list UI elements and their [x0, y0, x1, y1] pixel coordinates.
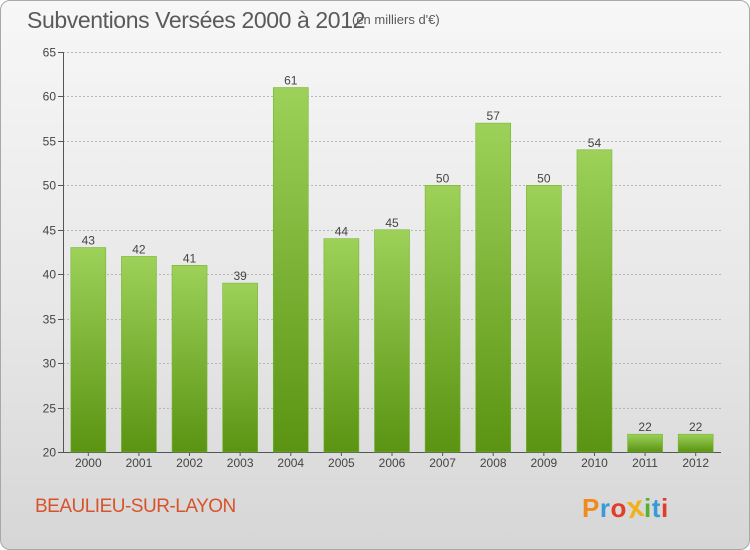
bar-value-label: 45: [385, 216, 399, 230]
logo-letter: P: [582, 493, 600, 523]
bar-value-label: 41: [183, 251, 197, 265]
bar-value-label: 22: [689, 420, 703, 434]
bar: [424, 185, 461, 453]
x-tick-label: 2011: [632, 456, 658, 470]
y-tick-label: 25: [43, 402, 57, 416]
bar: [121, 256, 157, 453]
bar: [627, 433, 663, 453]
y-tick-label: 30: [43, 357, 57, 371]
bar-value-label: 42: [132, 242, 146, 256]
x-tick-label: 2003: [227, 456, 254, 470]
x-tick-label: 2008: [480, 456, 507, 470]
x-tick-label: 2010: [581, 456, 608, 470]
bar: [323, 238, 360, 453]
logo-letter: t: [651, 493, 661, 523]
bars: [70, 87, 714, 453]
x-tick-label: 2009: [530, 456, 557, 470]
logo-letter: r: [599, 493, 611, 523]
bar-value-label: 61: [284, 74, 298, 88]
x-tick-label: 2006: [379, 456, 406, 470]
chart-unit-note: (en milliers d'€): [352, 12, 440, 27]
logo-letter: i: [644, 493, 652, 523]
y-tick-label: 35: [43, 313, 57, 327]
x-tick-label: 2002: [176, 456, 203, 470]
x-tick-labels: 2000 2001 2002 2003 2004 2005 2006 2007 2008 2009…: [75, 456, 709, 470]
logo-letter: i: [660, 493, 669, 523]
proxiti-logo: Proxiti: [582, 490, 669, 525]
bar: [222, 282, 258, 453]
bar-value-label: 54: [588, 136, 602, 150]
bar: [70, 247, 107, 453]
bar-value-label: 57: [487, 109, 501, 123]
bar-value-label: 44: [335, 225, 349, 239]
bar: [677, 433, 714, 453]
x-tick-label: 2001: [126, 456, 153, 470]
bar: [526, 185, 562, 453]
commune-name: BEAULIEU-SUR-LAYON: [35, 496, 236, 517]
bar: [374, 229, 410, 453]
y-tick-label: 45: [43, 224, 57, 238]
x-tick-label: 2012: [682, 456, 709, 470]
bar-value-label: 50: [436, 171, 450, 185]
y-tick-label: 40: [43, 268, 57, 282]
bar: [272, 87, 309, 453]
data-labels: 43 42 41 39 61 44 45 50 57 50 54 22 22: [82, 74, 703, 435]
axes: [58, 52, 721, 456]
x-tick-label: 2000: [75, 456, 102, 470]
x-tick-label: 2005: [328, 456, 355, 470]
y-tick-label: 60: [43, 90, 57, 104]
x-tick-label: 2007: [429, 456, 456, 470]
y-tick-label: 20: [43, 446, 57, 460]
bar-value-label: 39: [233, 269, 247, 283]
y-tick-labels: 20 25 30 35 40 45 50 55 60 65: [43, 46, 57, 460]
bar: [475, 122, 512, 453]
logo-letter: o: [610, 493, 627, 523]
bar-value-label: 50: [537, 171, 551, 185]
bar-value-label: 43: [82, 234, 96, 248]
y-tick-label: 55: [43, 135, 57, 149]
bar: [171, 265, 208, 453]
chart-title: Subventions Versées 2000 à 2012: [27, 7, 365, 33]
bar-value-label: 22: [638, 420, 652, 434]
y-tick-label: 65: [43, 46, 57, 60]
bar: [576, 149, 613, 453]
x-tick-label: 2004: [277, 456, 304, 470]
y-tick-label: 50: [43, 179, 57, 193]
